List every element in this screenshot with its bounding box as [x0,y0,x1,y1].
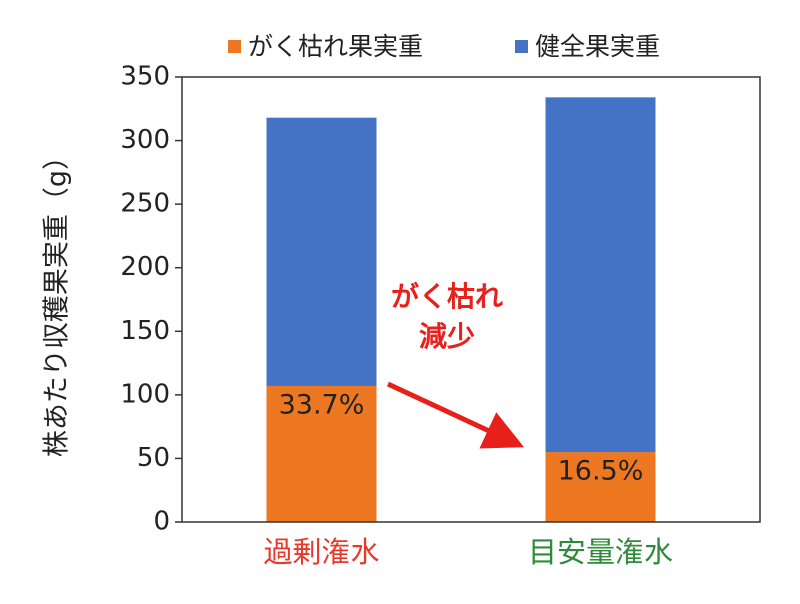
y-tick-label: 350 [120,62,170,92]
share-label: 33.7% [279,389,365,420]
legend-swatch [228,40,241,53]
y-tick-label: 250 [120,189,170,219]
y-tick-label: 100 [120,379,170,409]
bar-segment [266,117,377,386]
legend-label: がく枯れ果実重 [248,32,423,61]
y-tick-label: 50 [137,443,170,473]
x-tick-label: 目安量潅水 [528,535,673,569]
y-tick-label: 0 [153,507,170,537]
bar-segment [545,97,656,453]
plot-frame [181,76,761,523]
annotation-arrow [386,381,525,449]
legend-label: 健全果実重 [535,32,660,61]
bar-segment [266,385,377,522]
x-tick-label: 過剰潅水 [263,535,379,569]
annotation-text: 減少 [419,320,475,353]
share-label: 16.5% [558,456,644,487]
y-tick-label: 300 [120,125,170,155]
y-tick-label: 150 [120,316,170,346]
legend-swatch [515,40,528,53]
bar-segment [545,452,656,522]
y-axis-title: 株あたり収穫果実重（g） [42,143,73,457]
annotation-text: がく枯れ [391,280,503,313]
y-tick-label: 200 [120,252,170,282]
